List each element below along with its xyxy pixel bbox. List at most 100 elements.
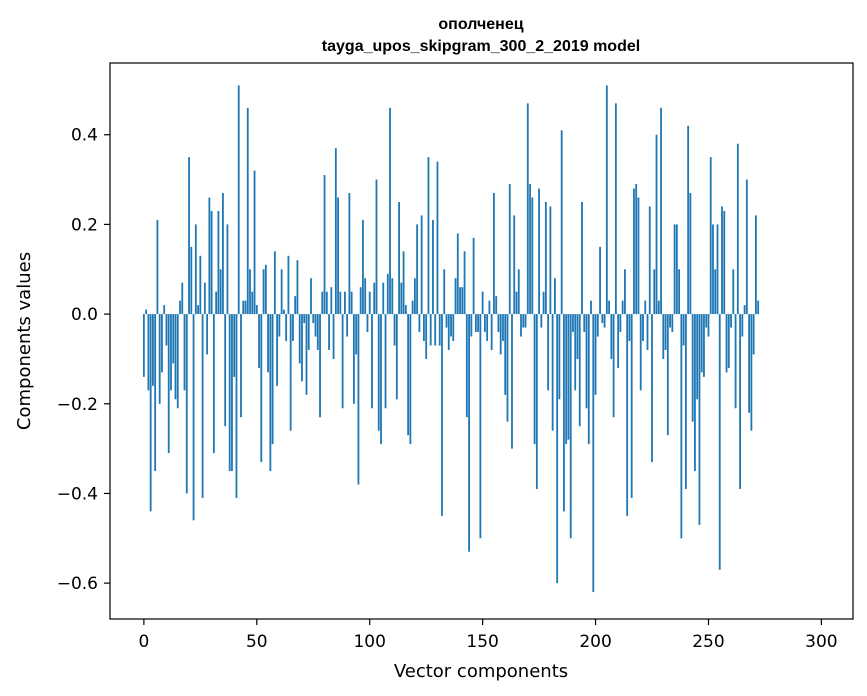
bar [147, 314, 150, 391]
bar [486, 314, 489, 341]
bar [603, 314, 606, 328]
bar [391, 278, 394, 315]
bar [553, 278, 556, 315]
bar [325, 291, 328, 315]
bar [355, 314, 358, 355]
bar [495, 296, 498, 315]
bar [648, 206, 651, 315]
bar [321, 291, 324, 315]
bar [651, 314, 653, 463]
bar [377, 314, 380, 431]
bar [280, 269, 283, 315]
bar [246, 107, 249, 315]
bar [578, 314, 581, 427]
bar [585, 314, 588, 409]
bar [235, 314, 238, 498]
bar [745, 179, 748, 315]
bar [398, 202, 400, 315]
bar [511, 314, 513, 449]
bar [660, 107, 662, 315]
bar [174, 314, 177, 400]
bar [544, 202, 547, 315]
bar [425, 314, 428, 359]
bar [253, 170, 256, 315]
bar [185, 314, 188, 494]
bar [563, 314, 565, 512]
bar [348, 193, 351, 315]
x-tick-label: 0 [138, 632, 149, 652]
bar [725, 314, 728, 373]
bar [429, 314, 432, 346]
bar [551, 314, 554, 431]
bar [752, 314, 755, 355]
bar [490, 314, 493, 350]
bar [662, 314, 665, 359]
bar [217, 210, 220, 315]
bar [434, 314, 437, 346]
bar [427, 157, 430, 315]
bar [244, 300, 247, 315]
bar [328, 314, 330, 350]
bar [463, 251, 466, 315]
bar [343, 291, 346, 315]
bar [465, 314, 468, 418]
bar [743, 305, 746, 315]
bar [599, 246, 601, 315]
bar [716, 224, 719, 315]
bar [522, 314, 525, 328]
bar [233, 314, 236, 377]
bar [287, 255, 290, 315]
bar [576, 314, 579, 359]
bar [366, 314, 369, 333]
bar [526, 103, 529, 315]
bar [748, 314, 751, 413]
bar [231, 314, 233, 472]
bar [249, 269, 251, 315]
bar [384, 314, 387, 409]
bar [680, 314, 683, 539]
bar [470, 314, 473, 337]
bar [673, 224, 676, 315]
bar [736, 143, 739, 315]
bar [438, 314, 441, 346]
bar [251, 291, 254, 315]
bar [382, 282, 385, 315]
bar [273, 251, 276, 315]
bar [461, 287, 464, 315]
bar [389, 107, 391, 315]
bar [508, 184, 511, 315]
bar [285, 314, 288, 341]
bar [423, 314, 425, 341]
bar [310, 278, 312, 315]
bar [163, 305, 166, 315]
bar [493, 193, 495, 315]
bar [226, 224, 229, 315]
bar [730, 314, 732, 328]
bar [339, 291, 342, 315]
bar [346, 314, 349, 337]
chart-subtitle: tayga_upos_skipgram_300_2_2019 model [322, 38, 640, 55]
bar [549, 206, 552, 315]
bar [624, 269, 626, 315]
bar [276, 314, 279, 386]
bar [436, 161, 439, 315]
bar [208, 197, 211, 315]
bar [353, 314, 355, 404]
bar [709, 157, 712, 315]
bar [687, 125, 690, 315]
bar [441, 314, 443, 516]
bar [560, 130, 563, 315]
bar [694, 314, 696, 472]
bar [517, 269, 520, 315]
bar [556, 314, 559, 584]
bar [341, 314, 344, 409]
plot-frame [109, 62, 854, 620]
bar [572, 314, 574, 333]
bar [646, 314, 649, 350]
bar [269, 314, 272, 472]
y-axis-label: Components values [14, 252, 35, 430]
bar [362, 219, 364, 315]
bar [633, 188, 635, 315]
bar [721, 206, 723, 315]
bar [190, 246, 193, 315]
